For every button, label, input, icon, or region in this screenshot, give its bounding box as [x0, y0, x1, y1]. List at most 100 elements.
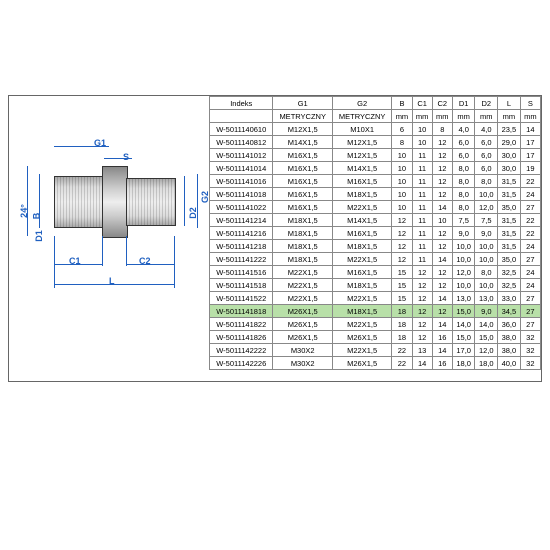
table-cell: 14	[432, 292, 452, 305]
table-head: IndeksG1G2BC1C2D1D2LS METRYCZNYMETRYCZNY…	[210, 97, 541, 123]
table-cell: 15,0	[452, 305, 475, 318]
table-cell: 14	[412, 357, 432, 370]
table-cell: M26X1,5	[332, 331, 391, 344]
table-cell: W-5011141018	[210, 188, 273, 201]
table-row: W-5011141222M18X1,5M22X1,512111410,010,0…	[210, 253, 541, 266]
col-subheader: mm	[392, 110, 412, 123]
table-cell: M22X1,5	[332, 292, 391, 305]
table-cell: M18X1,5	[273, 253, 332, 266]
table-cell: 12	[392, 240, 412, 253]
table-cell: 10	[392, 188, 412, 201]
table-cell: 18,0	[475, 357, 498, 370]
table-cell: 10,0	[475, 188, 498, 201]
table-cell: 31,5	[498, 188, 521, 201]
col-subheader: mm	[520, 110, 540, 123]
table-row: W-5011141218M18X1,5M18X1,512111210,010,0…	[210, 240, 541, 253]
table-cell: M26X1,5	[273, 331, 332, 344]
table-cell: W-5011141826	[210, 331, 273, 344]
table-cell: M22X1,5	[332, 344, 391, 357]
table-cell: 40,0	[498, 357, 521, 370]
table-cell: M22X1,5	[273, 266, 332, 279]
table-cell: 24	[520, 279, 540, 292]
dim-s: S	[123, 152, 129, 162]
table-cell: 11	[412, 214, 432, 227]
table-cell: 7,5	[452, 214, 475, 227]
table-cell: 10	[392, 201, 412, 214]
table-cell: 6,0	[452, 136, 475, 149]
table-cell: 24	[520, 188, 540, 201]
table-cell: M10X1	[332, 123, 391, 136]
table-cell: 18	[392, 331, 412, 344]
table-row: W-5011141022M16X1,5M22X1,51011148,012,03…	[210, 201, 541, 214]
table-cell: 12	[432, 162, 452, 175]
table-cell: 12	[392, 227, 412, 240]
table-cell: 11	[412, 227, 432, 240]
table-cell: M18X1,5	[332, 279, 391, 292]
table-cell: 36,0	[498, 318, 521, 331]
table-row: W-5011142222M30X2M22X1,522131417,012,038…	[210, 344, 541, 357]
table-cell: 32	[520, 357, 540, 370]
table-row: W-5011141818M26X1,5M18X1,518121215,09,03…	[210, 305, 541, 318]
table-cell: 27	[520, 253, 540, 266]
table-cell: 12	[432, 240, 452, 253]
col-header: Indeks	[210, 97, 273, 110]
table-cell: W-5011141216	[210, 227, 273, 240]
col-subheader: mm	[475, 110, 498, 123]
table-cell: 17	[520, 149, 540, 162]
table-row: W-5011140610M12X1,5M10X161084,04,023,514	[210, 123, 541, 136]
table-cell: M14X1,5	[332, 162, 391, 175]
thread-g2	[126, 178, 176, 226]
table-cell: M26X1,5	[273, 305, 332, 318]
table-cell: W-5011140812	[210, 136, 273, 149]
table-cell: 35,0	[498, 253, 521, 266]
col-subheader: mm	[498, 110, 521, 123]
hex-nut	[102, 166, 128, 238]
table-cell: 10,0	[452, 279, 475, 292]
table-cell: 4,0	[475, 123, 498, 136]
table-cell: 9,0	[475, 227, 498, 240]
table-cell: 12	[432, 188, 452, 201]
spec-table-area: IndeksG1G2BC1C2D1D2LS METRYCZNYMETRYCZNY…	[209, 96, 541, 381]
table-cell: 33,0	[498, 292, 521, 305]
table-cell: 12	[412, 292, 432, 305]
table-cell: M16X1,5	[273, 188, 332, 201]
table-cell: 10	[432, 214, 452, 227]
table-cell: W-5011141516	[210, 266, 273, 279]
table-cell: 14,0	[475, 318, 498, 331]
table-cell: M14X1,5	[332, 214, 391, 227]
table-cell: 7,5	[475, 214, 498, 227]
table-cell: 9,0	[475, 305, 498, 318]
col-subheader: mm	[432, 110, 452, 123]
table-cell: 6,0	[452, 149, 475, 162]
col-header: G1	[273, 97, 332, 110]
table-cell: 14	[432, 318, 452, 331]
table-row: W-5011141826M26X1,5M26X1,518121615,015,0…	[210, 331, 541, 344]
table-cell: 10	[412, 123, 432, 136]
table-cell: 27	[520, 201, 540, 214]
technical-drawing: G1 S 24° B D1 D2 G2 C1 C2 L	[9, 96, 209, 381]
table-row: W-5011141216M18X1,5M16X1,51211129,09,031…	[210, 227, 541, 240]
table-cell: 22	[520, 227, 540, 240]
figure-container: G1 S 24° B D1 D2 G2 C1 C2 L IndeksG1G2BC…	[8, 95, 542, 382]
table-cell: W-5011141014	[210, 162, 273, 175]
table-cell: 10,0	[475, 253, 498, 266]
table-cell: M18X1,5	[332, 305, 391, 318]
table-cell: 10,0	[475, 279, 498, 292]
table-cell: 8,0	[452, 201, 475, 214]
table-cell: 14	[432, 253, 452, 266]
table-cell: 14	[432, 344, 452, 357]
table-cell: 12	[392, 214, 412, 227]
table-cell: M18X1,5	[332, 188, 391, 201]
table-cell: 11	[412, 149, 432, 162]
table-cell: 18	[392, 318, 412, 331]
table-cell: 12	[432, 305, 452, 318]
table-cell: M18X1,5	[273, 240, 332, 253]
table-cell: 22	[392, 357, 412, 370]
table-cell: 31,5	[498, 175, 521, 188]
table-cell: 10	[392, 175, 412, 188]
table-cell: 12,0	[452, 266, 475, 279]
table-cell: 9,0	[452, 227, 475, 240]
table-cell: W-5011141522	[210, 292, 273, 305]
table-cell: 14	[432, 201, 452, 214]
table-cell: 30,0	[498, 149, 521, 162]
